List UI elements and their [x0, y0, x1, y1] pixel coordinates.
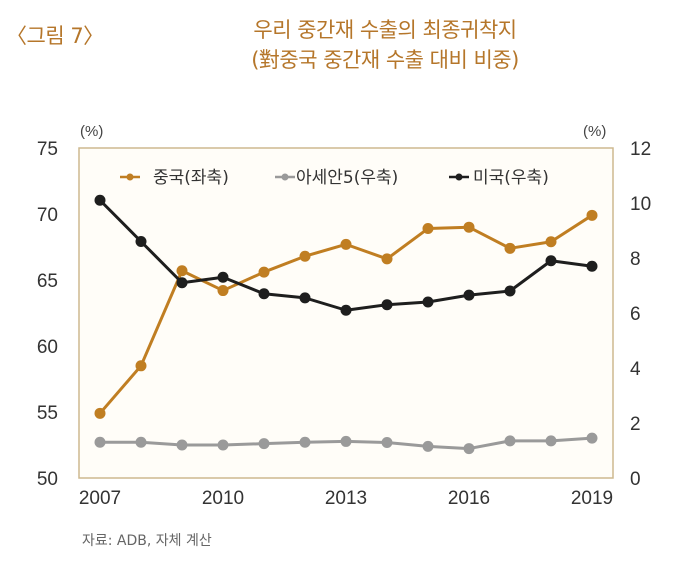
data-point [586, 432, 598, 444]
data-point [176, 439, 188, 451]
plot-frame [78, 147, 614, 479]
right-tick-label: 4 [630, 359, 641, 380]
legend-label: 중국(좌축) [153, 168, 229, 188]
source-note: 자료: ADB, 자체 계산 [82, 533, 212, 549]
data-point [340, 238, 352, 250]
data-point [217, 271, 229, 283]
data-point [135, 436, 147, 448]
data-point [504, 435, 516, 447]
right-tick-label: 10 [630, 194, 651, 215]
x-tick-label: 2007 [79, 488, 121, 509]
data-point [176, 277, 188, 289]
series-0 [94, 209, 598, 419]
data-point [463, 289, 475, 301]
x-axis: 2007 2010 2013 2016 2019 [79, 488, 613, 509]
right-axis-unit: (%) [583, 123, 606, 140]
data-point [299, 250, 311, 262]
data-point [94, 436, 106, 448]
data-point [135, 236, 147, 247]
data-point [504, 242, 516, 254]
left-tick-label: 60 [37, 337, 58, 358]
left-tick-label: 55 [37, 403, 58, 424]
series-1 [94, 432, 598, 455]
legend-marker-icon [281, 173, 289, 181]
data-point [340, 435, 352, 447]
x-tick-label: 2013 [325, 488, 367, 509]
left-tick-label: 75 [37, 139, 58, 160]
data-point [422, 440, 434, 452]
data-point [545, 236, 557, 248]
right-tick-label: 8 [630, 249, 641, 270]
figure-label: 〈그림 7〉 [6, 24, 104, 48]
data-point [586, 260, 598, 272]
legend-marker-icon [455, 173, 463, 181]
data-point [217, 285, 229, 297]
data-point [545, 255, 557, 267]
data-point [463, 443, 475, 455]
legend-item: 아세안5(우축) [275, 168, 398, 188]
legend-label: 아세안5(우축) [296, 168, 398, 188]
data-point [422, 296, 434, 308]
data-point [545, 435, 557, 447]
left-tick-label: 50 [37, 469, 58, 490]
left-axis-unit: (%) [80, 123, 103, 140]
data-point [258, 266, 270, 278]
x-tick-label: 2010 [202, 488, 244, 509]
right-tick-label: 2 [630, 414, 641, 435]
x-tick-label: 2016 [448, 488, 490, 509]
left-axis: 75 70 65 60 55 50 [37, 139, 58, 490]
data-point [463, 221, 475, 233]
series-layer [94, 194, 598, 455]
data-point [94, 407, 106, 419]
data-point [217, 439, 229, 451]
data-point [176, 265, 188, 277]
right-tick-label: 12 [630, 139, 651, 160]
data-point [340, 304, 352, 316]
data-point [94, 194, 106, 206]
data-point [299, 292, 311, 304]
right-tick-label: 6 [630, 304, 641, 325]
legend-item: 중국(좌축) [120, 168, 229, 188]
legend: 중국(좌축) 아세안5(우축) 미국(우축) [120, 168, 549, 188]
chart-title-line2: (對중국 중간재 수출 대비 비중) [251, 48, 519, 72]
left-tick-label: 65 [37, 271, 58, 292]
data-point [381, 299, 393, 311]
right-tick-label: 0 [630, 469, 641, 490]
data-point [504, 285, 516, 297]
data-point [586, 209, 598, 221]
legend-item: 미국(우축) [449, 168, 549, 188]
data-point [258, 288, 270, 300]
series-2 [94, 194, 598, 316]
x-tick-label: 2019 [571, 488, 613, 509]
legend-label: 미국(우축) [473, 168, 549, 188]
data-point [299, 436, 311, 448]
legend-marker-icon [126, 173, 134, 181]
data-point [258, 438, 270, 450]
right-axis: 12 10 8 6 4 2 0 [630, 139, 651, 490]
data-point [422, 223, 434, 235]
chart-title-line1: 우리 중간재 수출의 최종귀착지 [253, 18, 517, 42]
data-point [135, 360, 147, 372]
left-tick-label: 70 [37, 205, 58, 226]
data-point [381, 437, 393, 449]
data-point [381, 253, 393, 265]
